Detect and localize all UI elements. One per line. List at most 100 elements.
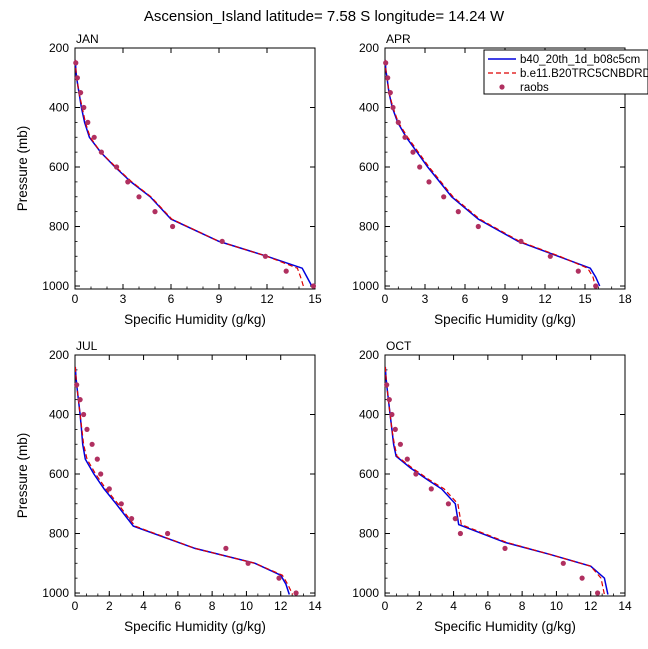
raobs-point (452, 516, 458, 522)
raobs-point (74, 382, 80, 388)
legend-label-1: b40_20th_1d_b08c5cm (520, 54, 640, 66)
raobs-point (89, 441, 95, 447)
raobs-point (392, 426, 398, 432)
raobs-point (385, 75, 391, 81)
raobs-point (152, 209, 158, 215)
y-tick-label: 200 (49, 41, 69, 55)
raobs-point (118, 501, 124, 507)
x-tick-label: 8 (519, 599, 526, 613)
raobs-point (426, 179, 432, 185)
panel-jan: JAN 0 3 6 9 12 15 200 400 600 800 1000 Specific Humi… (15, 32, 322, 327)
x-tick-label: 14 (308, 599, 322, 613)
y-tick-label: 800 (49, 220, 69, 234)
panel-title: JUL (76, 339, 98, 353)
raobs-point (98, 149, 104, 155)
panel-title: JAN (76, 32, 99, 46)
raobs-point (384, 382, 390, 388)
raobs-point (383, 60, 389, 66)
raobs-point (547, 253, 553, 259)
raobs-point (593, 283, 599, 289)
y-tick-label: 600 (49, 467, 69, 481)
raobs-point (125, 179, 131, 185)
series-line-2 (385, 366, 605, 595)
raobs-point (575, 268, 581, 274)
y-tick-label: 800 (49, 527, 69, 541)
x-tick-label: 4 (140, 599, 147, 613)
plot-frame (74, 354, 316, 597)
raobs-point (417, 164, 423, 170)
x-tick-label: 0 (72, 292, 79, 306)
y-tick-label: 200 (49, 348, 69, 362)
raobs-point (114, 164, 120, 170)
x-tick-label: 18 (618, 292, 632, 306)
x-tick-label: 10 (240, 599, 254, 613)
raobs-point (223, 545, 229, 552)
raobs-point (74, 75, 80, 81)
raobs-point (475, 223, 481, 230)
panel-title: APR (386, 32, 411, 46)
panel-title: OCT (386, 339, 412, 353)
y-tick-label: 1000 (352, 279, 379, 293)
x-tick-label: 14 (618, 599, 632, 613)
x-tick-label: 9 (216, 292, 223, 306)
x-tick-label: 0 (382, 599, 389, 613)
series-line-2 (75, 366, 294, 595)
x-axis-title: Specific Humidity (g/kg) (124, 619, 266, 634)
raobs-point (73, 60, 79, 66)
x-tick-label: 9 (502, 292, 509, 306)
y-tick-label: 800 (359, 527, 379, 541)
raobs-point (77, 397, 83, 403)
x-tick-label: 0 (72, 599, 79, 613)
x-tick-label: 8 (209, 599, 216, 613)
series-line-1 (75, 59, 313, 287)
y-tick-label: 1000 (42, 279, 69, 293)
raobs-point (170, 223, 176, 230)
raobs-point (245, 560, 251, 566)
y-tick-label: 200 (359, 41, 379, 55)
x-tick-label: 6 (175, 599, 182, 613)
y-tick-label: 600 (49, 160, 69, 174)
x-tick-label: 2 (106, 599, 113, 613)
y-axis-title: Pressure (mb) (15, 433, 30, 519)
plot-frame (74, 47, 316, 290)
raobs-point (91, 134, 97, 140)
x-tick-label: 3 (422, 292, 429, 306)
x-tick-label: 3 (120, 292, 127, 306)
y-tick-label: 1000 (352, 586, 379, 600)
raobs-point (262, 253, 268, 259)
y-tick-label: 600 (359, 160, 379, 174)
chart-title: Ascension_Island latitude= 7.58 S longit… (143, 8, 505, 25)
raobs-point (579, 575, 585, 581)
raobs-point (389, 411, 395, 418)
panel-oct: OCT 0 2 4 6 8 10 12 14 200 400 600 800 1000 Specific H… (352, 339, 632, 634)
x-tick-label: 6 (168, 292, 175, 306)
raobs-point (441, 194, 447, 200)
raobs-point (445, 501, 451, 507)
x-tick-label: 6 (485, 599, 492, 613)
x-tick-label: 12 (538, 292, 552, 306)
raobs-point (413, 471, 419, 477)
x-axis-title: Specific Humidity (g/kg) (124, 312, 266, 327)
x-tick-label: 12 (274, 599, 288, 613)
legend: b40_20th_1d_b08c5cm b.e11.B20TRC5CNBDRD ra… (483, 49, 648, 95)
series-line-2 (385, 59, 597, 288)
series-line-2 (75, 59, 305, 288)
x-axis-title: Specific Humidity (g/kg) (434, 312, 576, 327)
raobs-point (428, 486, 434, 492)
y-tick-label: 800 (359, 220, 379, 234)
raobs-point (129, 516, 135, 522)
y-tick-label: 1000 (42, 586, 69, 600)
raobs-point (106, 486, 112, 492)
plot-frame (384, 354, 626, 597)
x-tick-label: 15 (308, 292, 322, 306)
raobs-point (81, 104, 87, 111)
raobs-point (502, 545, 508, 552)
x-axis-title: Specific Humidity (g/kg) (434, 619, 576, 634)
raobs-point (165, 530, 171, 537)
y-tick-label: 400 (49, 101, 69, 115)
x-tick-label: 15 (578, 292, 592, 306)
raobs-point (136, 194, 142, 200)
raobs-point (410, 149, 416, 155)
series-line-1 (75, 366, 291, 595)
